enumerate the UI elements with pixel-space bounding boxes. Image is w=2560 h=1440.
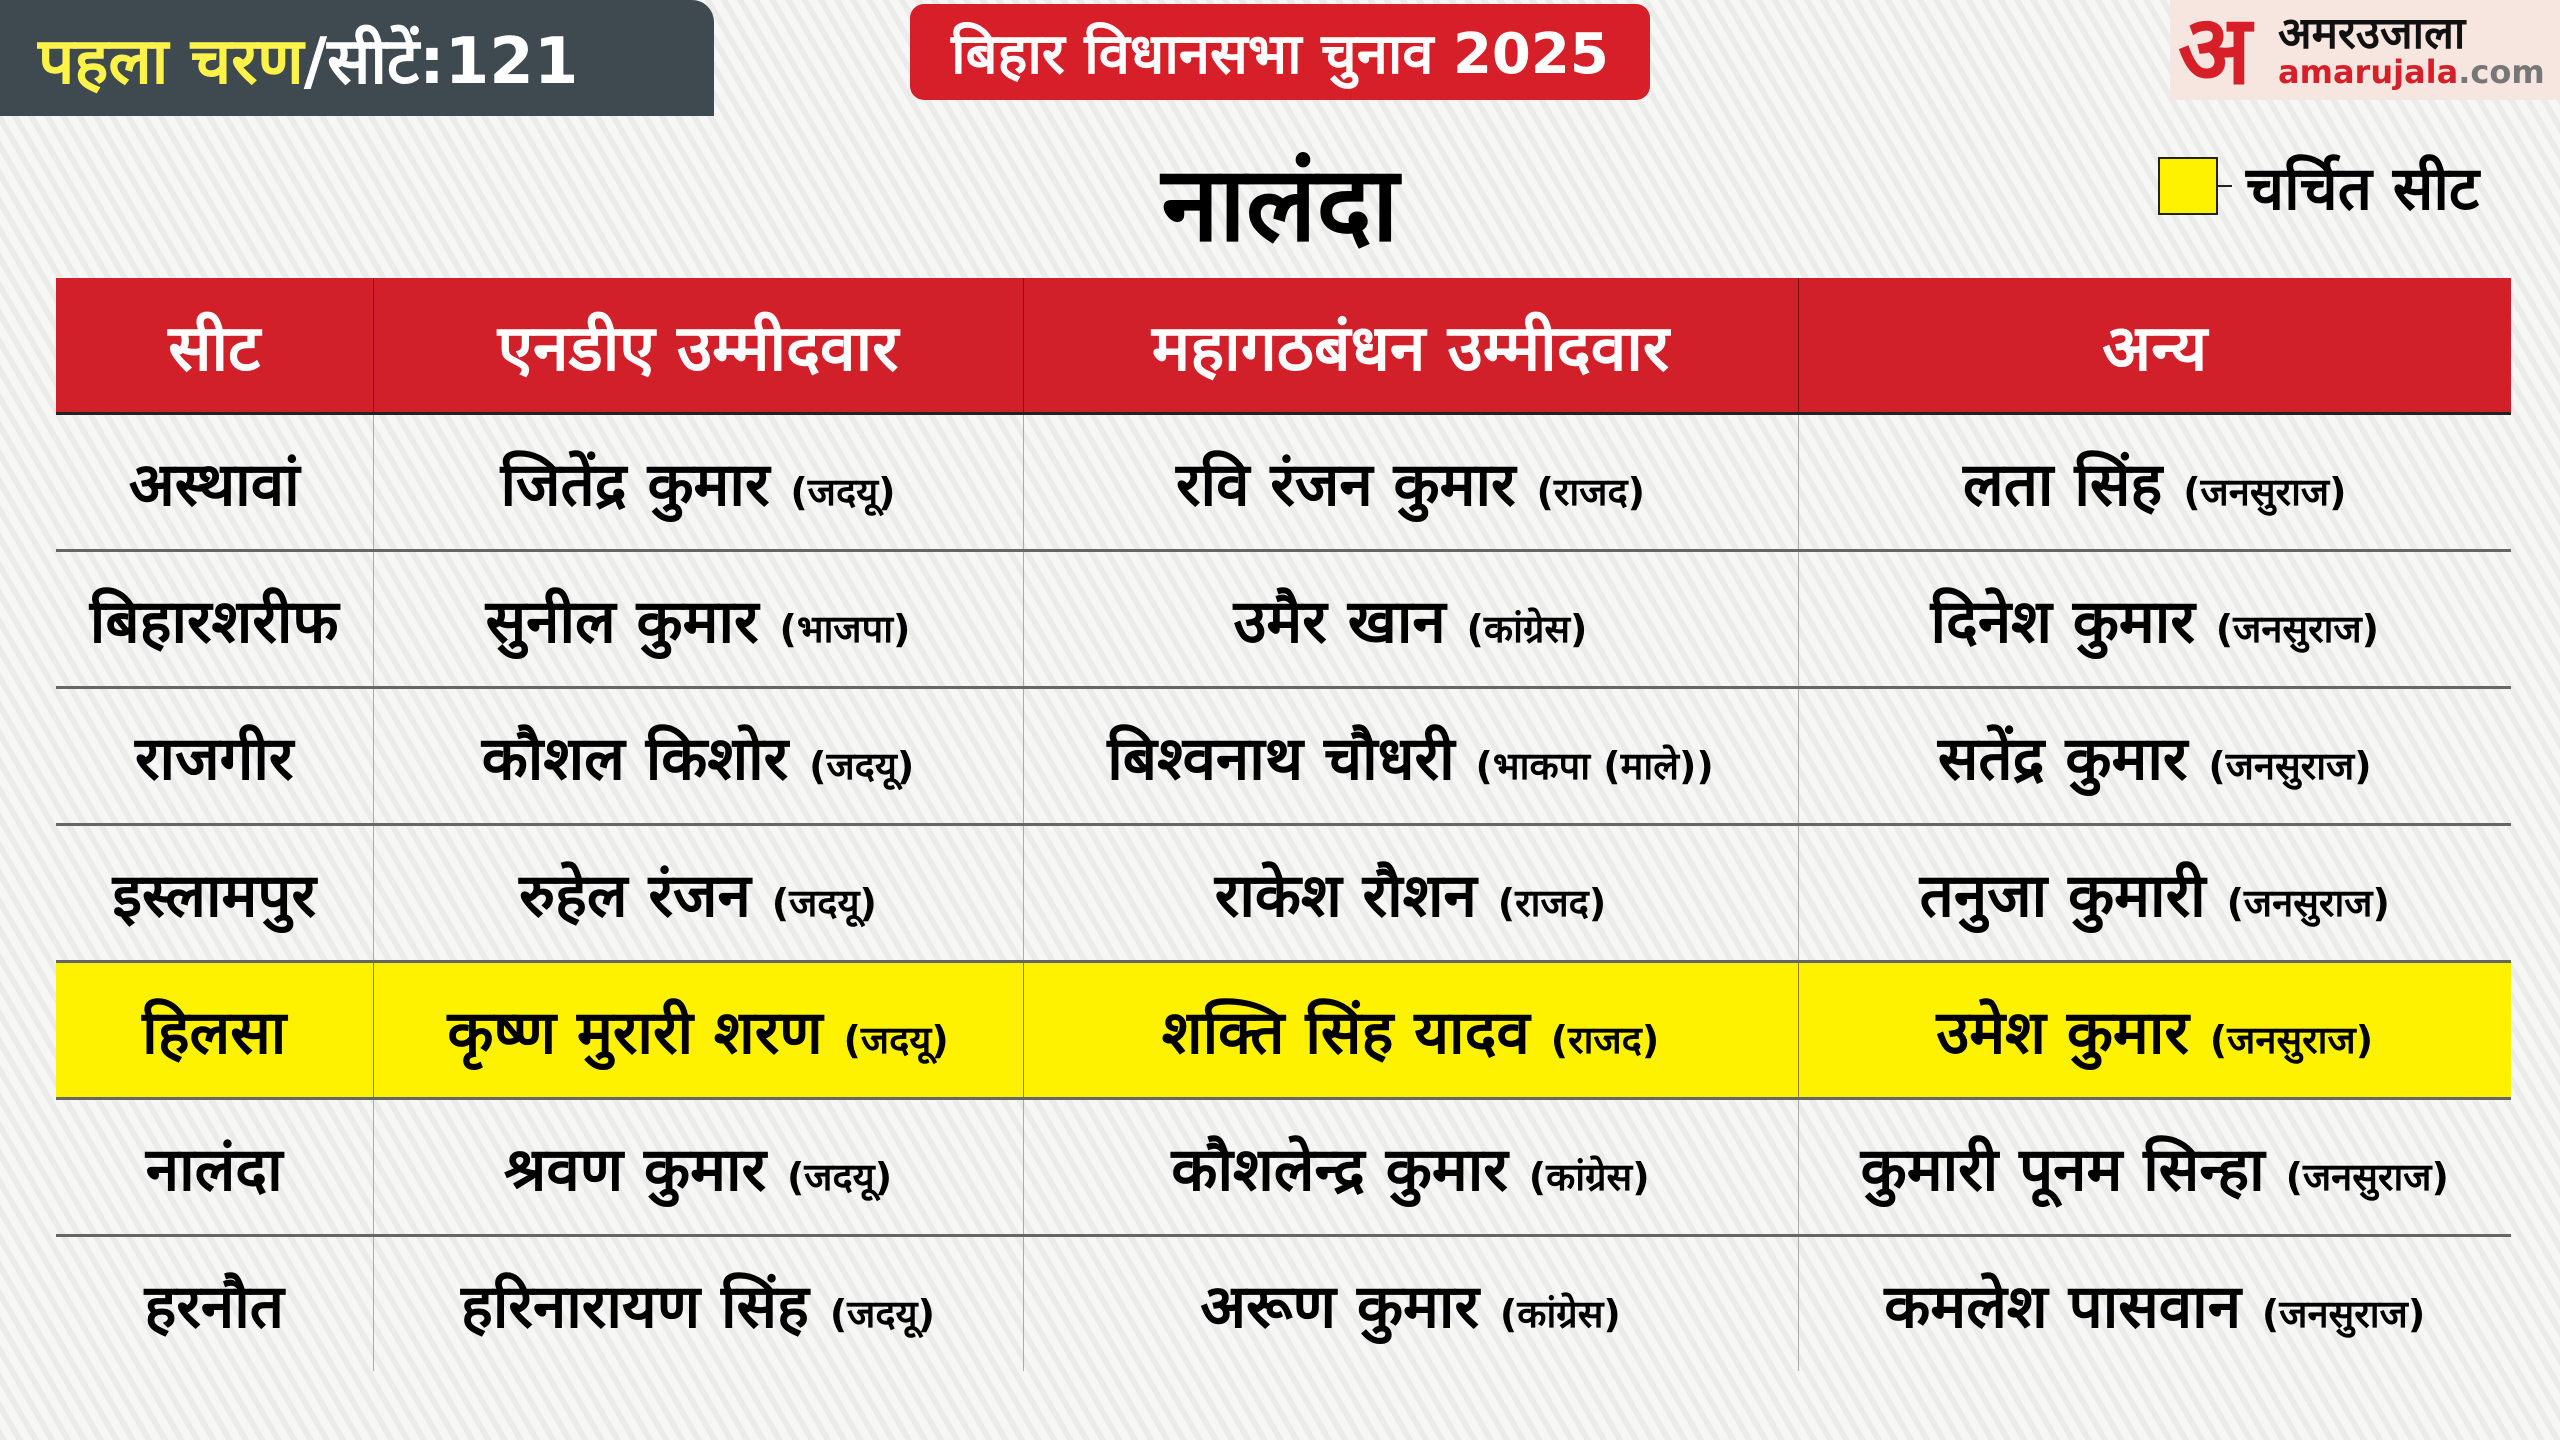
party-name: (भाजपा) (779, 607, 911, 651)
candidate-nda: कृष्ण मुरारी शरण (जदयू) (372, 961, 1023, 1100)
candidate-name: श्रवण कुमार (503, 1135, 767, 1205)
header-mgb: महागठबंधन उम्मीदवार (1022, 278, 1798, 415)
candidate-mgb: राकेश रौशन (राजद) (1022, 824, 1798, 963)
candidate-nda: हरिनारायण सिंह (जदयू) (372, 1235, 1023, 1371)
party-name: (जनसुराज) (2208, 744, 2372, 788)
header-nda: एनडीए उम्मीदवार (372, 278, 1023, 415)
party-name: (जदयू) (771, 881, 877, 925)
party-name: (कांग्रेस) (1528, 1155, 1650, 1199)
party-name: (जदयू) (809, 744, 915, 788)
legend-swatch (2158, 157, 2218, 215)
candidate-nda: जितेंद्र कुमार (जदयू) (372, 413, 1023, 552)
candidate-name: रवि रंजन कुमार (1175, 450, 1516, 520)
candidate-name: कुमारी पूनम सिन्हा (1860, 1135, 2265, 1205)
candidate-name: उमैर खान (1233, 587, 1446, 657)
table-header: सीट एनडीए उम्मीदवार महागठबंधन उम्मीदवार … (56, 278, 2511, 415)
candidate-nda: कौशल किशोर (जदयू) (372, 687, 1023, 826)
party-name: (जनसुराज) (2226, 881, 2390, 925)
candidate-other: उमेश कुमार (जनसुराज) (1797, 961, 2511, 1100)
table-row: बिहारशरीफ सुनील कुमार (भाजपा) उमैर खान (का… (56, 550, 2511, 689)
candidate-other: कुमारी पूनम सिन्हा (जनसुराज) (1797, 1098, 2511, 1237)
candidate-name: हरिनारायण सिंह (461, 1272, 809, 1342)
seat-count: /सीटें:121 (303, 24, 579, 99)
legend-label: चर्चित सीट (2246, 154, 2480, 224)
party-name: (राजद) (1497, 881, 1607, 925)
table-row: इस्लामपुर रुहेल रंजन (जदयू) राकेश रौशन (रा… (56, 824, 2511, 963)
candidate-name: बिश्वनाथ चौधरी (1107, 724, 1455, 794)
candidate-mgb: बिश्वनाथ चौधरी (भाकपा (माले)) (1022, 687, 1798, 826)
party-name: (भाकपा (माले)) (1475, 744, 1714, 788)
table-row: नालंदा श्रवण कुमार (जदयू) कौशलेन्द्र कुमार… (56, 1098, 2511, 1237)
seat-name: नालंदा (56, 1098, 373, 1237)
candidate-name: शक्ति सिंह यादव (1161, 998, 1530, 1068)
seat-name: इस्लामपुर (56, 824, 373, 963)
logo-hindi: अमरउजाला (2278, 8, 2466, 59)
candidate-name: राकेश रौशन (1214, 861, 1477, 931)
seat-name: बिहारशरीफ (56, 550, 373, 689)
candidates-table: सीट एनडीए उम्मीदवार महागठबंधन उम्मीदवार … (56, 278, 2511, 1371)
candidate-name: लता सिंह (1963, 450, 2163, 520)
candidate-name: रुहेल रंजन (519, 861, 751, 931)
table-row: हिलसा कृष्ण मुरारी शरण (जदयू) शक्ति सिंह य… (56, 961, 2511, 1100)
party-name: (जनसुराज) (2183, 470, 2347, 514)
logo-tld: .com (2458, 53, 2545, 91)
logo-domain: amarujala.com (2278, 56, 2545, 88)
candidate-other: लता सिंह (जनसुराज) (1797, 413, 2511, 552)
candidate-nda: रुहेल रंजन (जदयू) (372, 824, 1023, 963)
candidate-name: जितेंद्र कुमार (500, 450, 770, 520)
party-name: (जदयू) (786, 1155, 893, 1199)
candidate-nda: सुनील कुमार (भाजपा) (372, 550, 1023, 689)
party-name: (जनसुराज) (2215, 607, 2380, 651)
legend-arrow-icon (2218, 185, 2232, 187)
party-name: (जदयू) (790, 470, 896, 514)
candidate-name: कृष्ण मुरारी शरण (447, 998, 823, 1068)
candidate-other: कमलेश पासवान (जनसुराज) (1797, 1235, 2511, 1371)
candidate-mgb: शक्ति सिंह यादव (राजद) (1022, 961, 1798, 1100)
party-name: (राजद) (1550, 1018, 1660, 1062)
candidate-name: कमलेश पासवान (1884, 1272, 2242, 1342)
district-heading: नालंदा (1161, 143, 1399, 265)
candidate-mgb: रवि रंजन कुमार (राजद) (1022, 413, 1798, 552)
header-seat: सीट (56, 278, 373, 415)
phase-label: पहला चरण (38, 24, 304, 99)
party-name: (कांग्रेस) (1499, 1292, 1621, 1336)
election-title: बिहार विधानसभा चुनाव 2025 (910, 4, 1650, 100)
header-other: अन्य (1797, 278, 2511, 415)
table-row: अस्थावां जितेंद्र कुमार (जदयू) रवि रंजन कु… (56, 413, 2511, 552)
logo-mark-icon: अ (2178, 0, 2252, 106)
candidate-name: तनुजा कुमारी (1919, 861, 2206, 931)
candidate-mgb: कौशलेन्द्र कुमार (कांग्रेस) (1022, 1098, 1798, 1237)
seat-name: राजगीर (56, 687, 373, 826)
candidate-name: सतेंद्र कुमार (1937, 724, 2188, 794)
candidate-nda: श्रवण कुमार (जदयू) (372, 1098, 1023, 1237)
party-name: (कांग्रेस) (1466, 607, 1588, 651)
phase-badge: पहला चरण /सीटें:121 (0, 0, 714, 116)
candidate-other: दिनेश कुमार (जनसुराज) (1797, 550, 2511, 689)
party-name: (जदयू) (843, 1018, 949, 1062)
candidate-name: उमेश कुमार (1936, 998, 2189, 1068)
seat-name: अस्थावां (56, 413, 373, 552)
seat-name: हिलसा (56, 961, 373, 1100)
candidate-mgb: उमैर खान (कांग्रेस) (1022, 550, 1798, 689)
candidate-name: अरूण कुमार (1200, 1272, 1479, 1342)
seat-name: हरनौत (144, 1272, 284, 1342)
candidate-name: सुनील कुमार (485, 587, 759, 657)
amarujala-logo: अ अमरउजाला amarujala.com (2170, 0, 2560, 100)
candidate-other: सतेंद्र कुमार (जनसुराज) (1797, 687, 2511, 826)
party-name: (जदयू) (829, 1292, 935, 1336)
table-row: राजगीर कौशल किशोर (जदयू) बिश्वनाथ चौधरी (भ… (56, 687, 2511, 826)
party-name: (जनसुराज) (2285, 1155, 2449, 1199)
candidate-other: तनुजा कुमारी (जनसुराज) (1797, 824, 2511, 963)
candidate-name: कौशलेन्द्र कुमार (1171, 1135, 1508, 1205)
candidate-mgb: अरूण कुमार (कांग्रेस) (1022, 1235, 1798, 1371)
party-name: (जनसुराज) (2261, 1292, 2426, 1336)
party-name: (राजद) (1536, 470, 1646, 514)
table-row: हरनौत हरिनारायण सिंह (जदयू) अरूण कुमार (का… (56, 1235, 2511, 1371)
candidate-name: दिनेश कुमार (1930, 587, 2195, 657)
candidate-name: कौशल किशोर (481, 724, 789, 794)
logo-domain-name: amarujala (2278, 53, 2459, 91)
legend: चर्चित सीट (2158, 145, 2479, 227)
party-name: (जनसुराज) (2209, 1018, 2374, 1062)
